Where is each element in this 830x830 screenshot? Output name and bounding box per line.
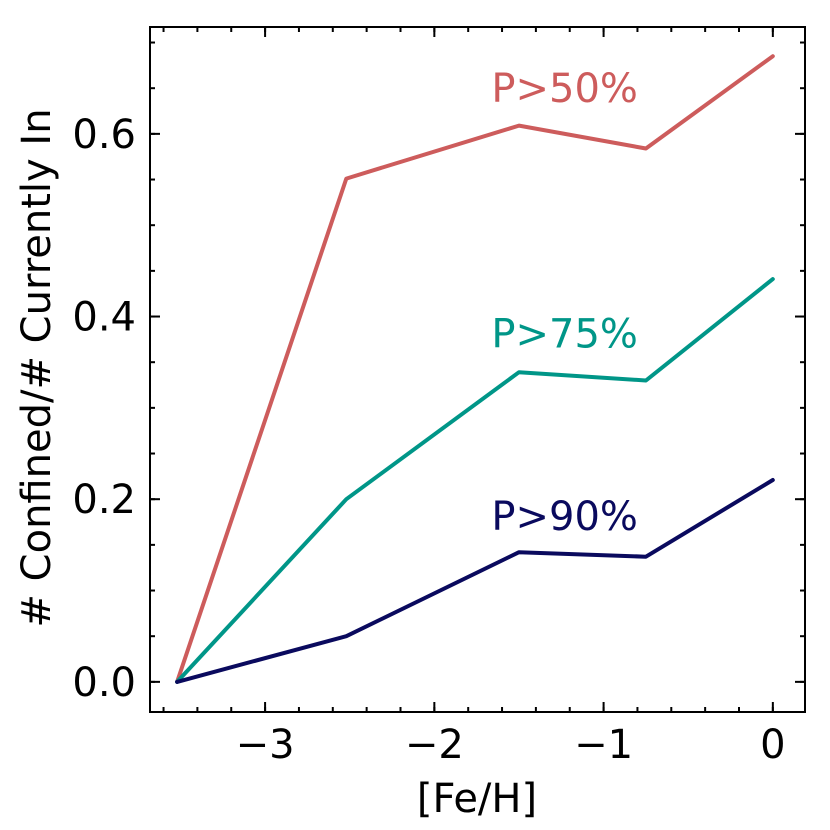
series-label-p50: P>50%	[491, 66, 638, 112]
series-label-p90: P>90%	[491, 494, 638, 540]
series-line-p50	[175, 54, 775, 684]
y-tick-label: 0.0	[72, 660, 136, 706]
plot-frame	[149, 26, 806, 713]
x-tick-label: 0	[760, 722, 785, 768]
y-tick-label: 0.6	[72, 112, 136, 158]
y-tick-label: 0.4	[72, 295, 136, 341]
series-line-p90	[175, 478, 775, 684]
x-tick-label: −3	[236, 722, 295, 768]
x-tick-label: −2	[405, 722, 464, 768]
plot-area: −3 −2 −1 0 0.0 0.2 0.4 0.6 P>50% P>75% P>90%	[72, 26, 806, 768]
series-line-p75	[175, 277, 775, 684]
y-axis-label: # Confined/# Currently In	[14, 108, 60, 627]
x-tick-label: −1	[574, 722, 633, 768]
series-label-p75: P>75%	[491, 312, 638, 358]
x-axis-label: [Fe/H]	[417, 776, 537, 822]
y-tick-label: 0.2	[72, 477, 136, 523]
